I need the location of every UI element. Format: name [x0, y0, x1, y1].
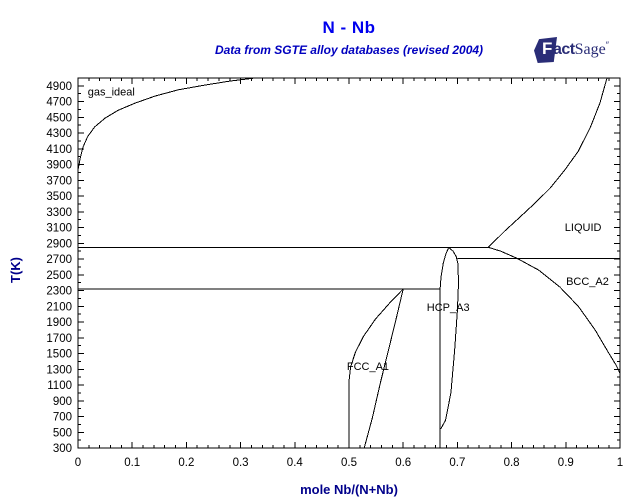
phase-label-hcp_a3: HCP_A3 [427, 302, 470, 314]
factsage-logo-act: act [553, 41, 575, 58]
svg-text:3700: 3700 [46, 175, 72, 187]
factsage-logo-trademark: ″ [605, 39, 609, 50]
svg-text:2900: 2900 [46, 238, 72, 250]
svg-text:700: 700 [53, 412, 72, 424]
svg-text:0.6: 0.6 [395, 457, 411, 469]
phase-label-bcc_a2: BCC_A2 [566, 276, 609, 288]
svg-text:300: 300 [53, 443, 72, 455]
svg-text:0.8: 0.8 [504, 457, 520, 469]
svg-text:2700: 2700 [46, 254, 72, 266]
curve-hcp_a3_left_boundary [439, 247, 450, 448]
svg-text:2100: 2100 [46, 301, 72, 313]
svg-text:3900: 3900 [46, 160, 72, 172]
svg-text:0.1: 0.1 [124, 457, 140, 469]
svg-text:1: 1 [617, 457, 623, 469]
curve-liquidus_nb_rich [487, 77, 608, 248]
svg-text:1500: 1500 [46, 349, 72, 361]
x-axis-label: mole Nb/(N+Nb) [300, 482, 398, 497]
svg-text:1700: 1700 [46, 333, 72, 345]
svg-text:0.4: 0.4 [287, 457, 304, 469]
phase-label-fcc_a1: FCC_A1 [347, 361, 389, 373]
svg-text:2500: 2500 [46, 270, 72, 282]
phase-label-gas_ideal: gas_ideal [88, 86, 135, 98]
svg-text:3300: 3300 [46, 207, 72, 219]
svg-text:4700: 4700 [46, 97, 72, 109]
svg-text:0.2: 0.2 [178, 457, 194, 469]
factsage-logo-sage: Sage [574, 41, 606, 58]
curve-gas_liquid_boundary [77, 77, 256, 171]
svg-text:900: 900 [53, 396, 72, 408]
svg-text:4900: 4900 [46, 81, 72, 93]
svg-text:4300: 4300 [46, 128, 72, 140]
svg-text:3100: 3100 [46, 223, 72, 235]
svg-text:4500: 4500 [46, 112, 72, 124]
svg-text:0: 0 [75, 457, 81, 469]
svg-text:3500: 3500 [46, 191, 72, 203]
phase-label-liquid: LIQUID [565, 222, 602, 234]
svg-text:4100: 4100 [46, 144, 72, 156]
factsage-logo-icon: F [534, 37, 557, 63]
svg-text:0.5: 0.5 [341, 457, 357, 469]
svg-text:1100: 1100 [47, 380, 72, 392]
page-subtitle: Data from SGTE alloy databases (revised … [214, 43, 484, 57]
curve-fcc_a1_left_boundary [348, 288, 404, 448]
svg-text:0.3: 0.3 [233, 457, 249, 469]
page-title: N - Nb [322, 18, 376, 37]
svg-text:500: 500 [53, 427, 72, 439]
curve-fcc_a1_right_boundary [363, 288, 404, 449]
curve-hcp_a3_right_boundary [440, 247, 460, 430]
curve-bcc_a2_liquid_boundary [488, 246, 621, 374]
y-axis-label: T(K) [8, 257, 23, 283]
svg-text:1900: 1900 [46, 317, 72, 329]
svg-text:2300: 2300 [46, 286, 72, 298]
factsage-logo-f: F [542, 39, 553, 58]
svg-text:1300: 1300 [46, 364, 72, 376]
svg-text:0.7: 0.7 [449, 457, 465, 469]
svg-text:0.9: 0.9 [558, 457, 574, 469]
